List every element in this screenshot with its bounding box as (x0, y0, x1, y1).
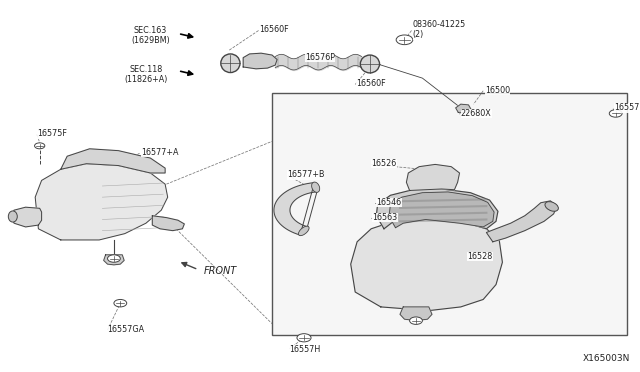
Polygon shape (243, 53, 277, 69)
Polygon shape (406, 164, 460, 190)
Polygon shape (61, 149, 165, 173)
Text: 08360-41225
(2): 08360-41225 (2) (413, 20, 466, 39)
Text: 22680X: 22680X (461, 109, 492, 118)
Text: 16557GA: 16557GA (108, 325, 145, 334)
Ellipse shape (8, 211, 17, 222)
Text: SEC.118
(11826+A): SEC.118 (11826+A) (124, 65, 168, 84)
Circle shape (609, 110, 622, 117)
Text: 16560F: 16560F (356, 79, 385, 88)
Polygon shape (389, 192, 494, 228)
Text: 16577+A: 16577+A (141, 148, 179, 157)
Ellipse shape (221, 54, 240, 73)
Polygon shape (486, 201, 557, 242)
Circle shape (114, 299, 127, 307)
Polygon shape (12, 207, 42, 227)
Text: 16546: 16546 (376, 198, 401, 207)
Text: 16500: 16500 (485, 86, 510, 94)
Circle shape (35, 143, 45, 149)
Polygon shape (400, 307, 432, 321)
Circle shape (410, 317, 422, 324)
Polygon shape (104, 255, 124, 265)
Text: 16557H: 16557H (614, 103, 640, 112)
Text: 16577+B: 16577+B (287, 170, 324, 179)
Text: X165003N: X165003N (583, 354, 630, 363)
Circle shape (297, 334, 311, 342)
Text: 16528: 16528 (467, 252, 492, 261)
Text: SEC.163
(1629BM): SEC.163 (1629BM) (131, 26, 170, 45)
Polygon shape (35, 164, 168, 240)
Polygon shape (152, 216, 184, 231)
Text: 16563: 16563 (372, 213, 397, 222)
Text: 16557H: 16557H (289, 345, 321, 354)
Circle shape (108, 255, 120, 262)
Ellipse shape (312, 182, 320, 192)
Text: 16526: 16526 (371, 159, 396, 168)
Text: FRONT: FRONT (204, 266, 237, 276)
Polygon shape (351, 218, 502, 311)
Text: 16560F: 16560F (259, 25, 289, 34)
Bar (272, 93, 627, 335)
Ellipse shape (545, 202, 558, 211)
Polygon shape (274, 183, 317, 235)
Text: 16576P: 16576P (305, 53, 335, 62)
Polygon shape (456, 104, 471, 112)
Circle shape (396, 35, 413, 45)
Ellipse shape (360, 55, 380, 73)
Polygon shape (376, 189, 498, 229)
Text: 16575F: 16575F (37, 129, 67, 138)
Ellipse shape (298, 226, 309, 235)
